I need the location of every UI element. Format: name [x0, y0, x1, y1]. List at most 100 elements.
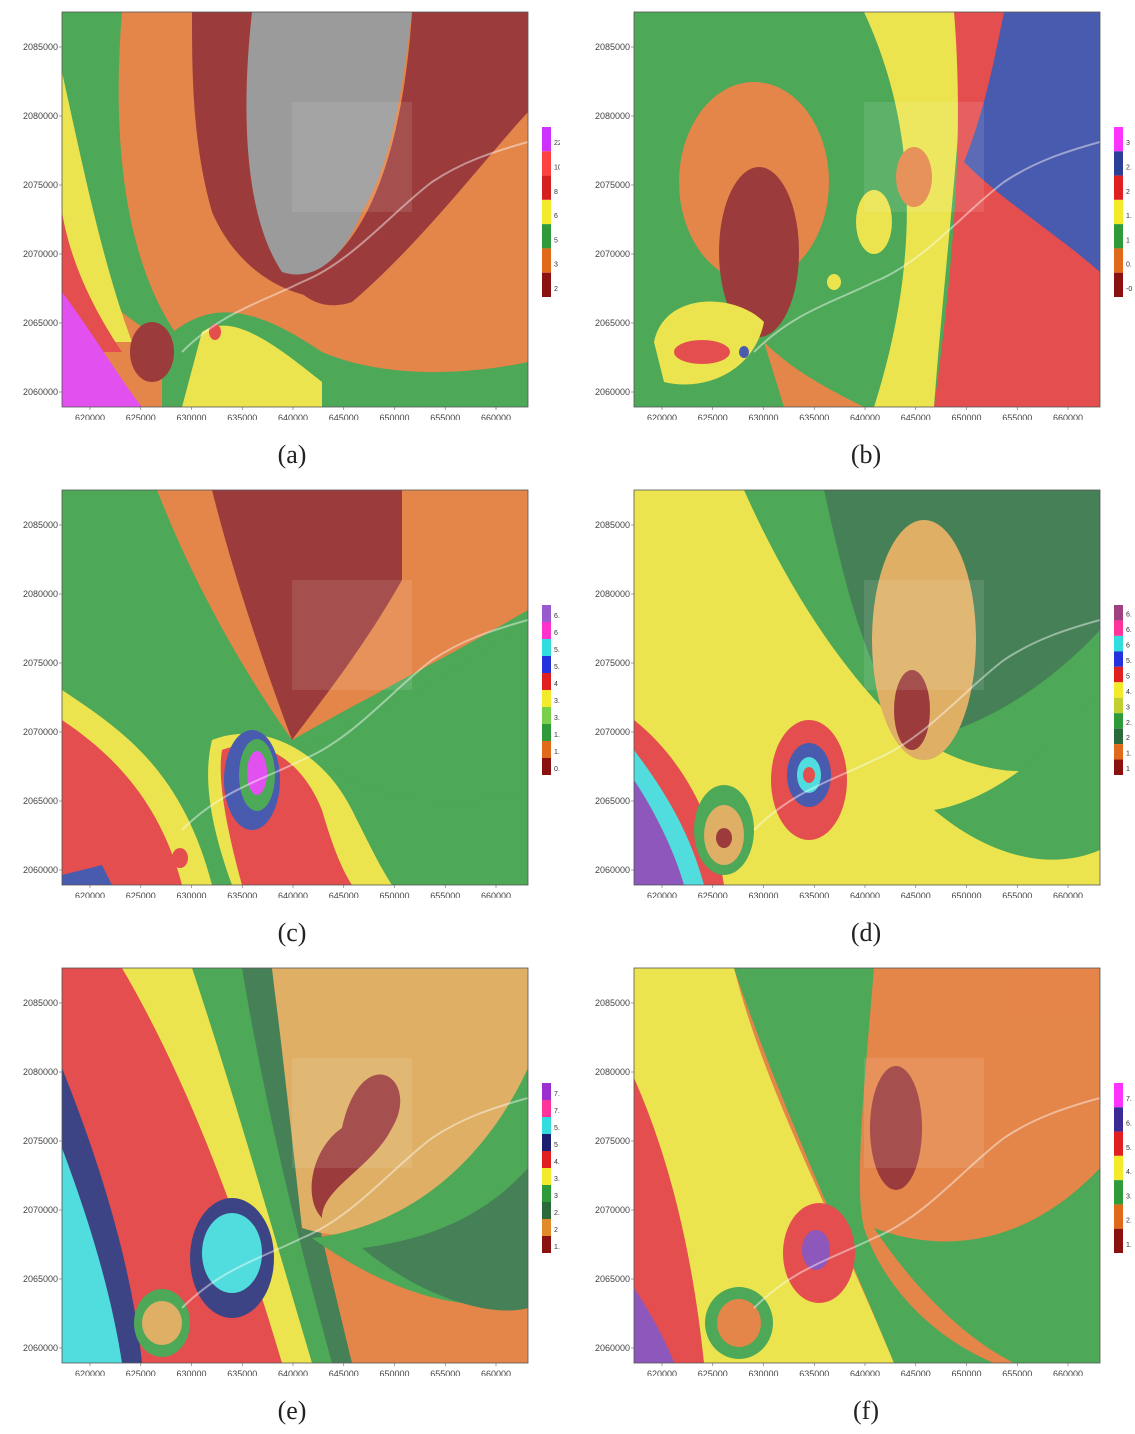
- imagery-tile: [864, 102, 984, 212]
- y-tick-label: 2075000: [595, 658, 630, 668]
- legend-label: 3.8: [554, 698, 560, 705]
- contour-zone: [172, 848, 188, 868]
- x-tick-label: 650000: [379, 891, 409, 898]
- y-tick-label: 2080000: [595, 589, 630, 599]
- x-tick-label: 630000: [176, 413, 206, 420]
- legend-colorbar: 3 2.5 2 1.5 1 0.5 -0.5: [1114, 127, 1132, 297]
- legend-label: 5: [554, 1142, 558, 1149]
- legend-label: 6: [554, 213, 558, 220]
- legend-swatch: [1114, 1204, 1123, 1229]
- legend-label: 1.5: [1126, 751, 1132, 758]
- legend-swatch: [1114, 199, 1123, 225]
- legend-swatch: [542, 199, 551, 225]
- x-tick-label: 620000: [75, 413, 105, 420]
- y-tick-label: 2060000: [595, 1343, 630, 1353]
- y-tick-label: 2075000: [23, 658, 58, 668]
- legend-label: 5.5: [1126, 1145, 1132, 1152]
- legend-swatch: [542, 639, 551, 656]
- legend-swatch: [542, 248, 551, 273]
- x-tick-label: 635000: [799, 1369, 829, 1376]
- x-tick-label: 630000: [176, 1369, 206, 1376]
- legend-label: 5.5: [1126, 658, 1132, 665]
- map-frame: [633, 967, 1101, 1364]
- x-tick-label: 655000: [1002, 413, 1032, 420]
- x-tick-label: 630000: [748, 413, 778, 420]
- legend-label: 1.6: [554, 749, 560, 756]
- legend-label: 7.5: [1126, 1096, 1132, 1103]
- legend-swatch: [542, 605, 551, 622]
- contour-zone: [716, 828, 732, 848]
- y-tick-label: 2060000: [595, 865, 630, 875]
- legend-swatch: [1114, 1228, 1123, 1253]
- contour-zone: [894, 670, 930, 750]
- imagery-tile: [292, 1058, 412, 1168]
- map-panel-f: 2085000 2080000 2075000 2070000 2065000 20600…: [572, 956, 1132, 1376]
- map-panel-c: 2085000 2080000 2075000 2070000 2065000 20600…: [0, 478, 560, 898]
- map-frame: [61, 489, 529, 886]
- x-tick-label: 640000: [850, 413, 880, 420]
- contour-zone: [292, 12, 528, 306]
- contour-zone: [62, 292, 142, 407]
- legend-swatch: [1114, 1180, 1123, 1205]
- x-tick-label: 640000: [850, 1369, 880, 1376]
- legend-swatch: [542, 758, 551, 775]
- contour-zone: [247, 751, 267, 795]
- map-frame: [633, 489, 1101, 886]
- caption-f: (f): [853, 1396, 879, 1425]
- contour-zones: [633, 967, 1101, 1364]
- map-panel-d: 2085000 2080000 2075000 2070000 2065000 20600…: [572, 478, 1132, 898]
- legend-label: 6.5: [1126, 627, 1132, 634]
- legend-swatch: [1114, 697, 1123, 714]
- legend-label: 6: [1126, 643, 1130, 650]
- y-tick-label: 2080000: [595, 111, 630, 121]
- legend-swatch: [1114, 605, 1123, 621]
- contour-zones: [633, 489, 1101, 886]
- legend-swatch: [1114, 744, 1123, 760]
- legend-swatch: [542, 224, 551, 249]
- coastline: [753, 619, 1100, 831]
- legend-swatch: [1114, 175, 1123, 200]
- caption-d: (d): [850, 918, 882, 947]
- x-tick-label: 635000: [227, 1369, 257, 1376]
- map-frame: [61, 967, 529, 1364]
- x-tick-label: 655000: [430, 891, 460, 898]
- x-tick-label: 655000: [1002, 891, 1032, 898]
- x-tick-label: 640000: [278, 891, 308, 898]
- x-tick-label: 645000: [329, 891, 359, 898]
- x-tick-label: 625000: [698, 413, 728, 420]
- y-tick-label: 2065000: [595, 1274, 630, 1284]
- contour-zone: [62, 865, 112, 885]
- contour-zone: [864, 12, 964, 407]
- x-tick-label: 630000: [748, 1369, 778, 1376]
- y-tick-label: 2075000: [595, 1136, 630, 1146]
- y-tick-label: 2065000: [595, 796, 630, 806]
- y-tick-label: 2085000: [595, 520, 630, 530]
- x-tick-label: 660000: [1053, 1369, 1083, 1376]
- contour-zone: [717, 1299, 761, 1347]
- legend-swatch: [542, 175, 551, 200]
- contour-zones: [61, 967, 529, 1364]
- y-tick-label: 2075000: [595, 180, 630, 190]
- contour-zone: [634, 1288, 674, 1363]
- legend-label: 4: [554, 681, 558, 688]
- x-tick-label: 660000: [1053, 413, 1083, 420]
- contour-zone: [192, 968, 342, 1363]
- contour-zone: [62, 1148, 122, 1363]
- legend-label: 5.4: [554, 664, 560, 671]
- map-svg: 2085000 2080000 2075000 2070000 2065000 20600…: [595, 489, 1132, 898]
- y-tick-label: 2060000: [23, 387, 58, 397]
- legend-swatch: [542, 1151, 551, 1168]
- contour-zone: [202, 1213, 262, 1293]
- map-svg: 2085000 2080000 2075000 2070000 2065000 20600…: [23, 967, 560, 1376]
- legend-swatch: [1114, 635, 1123, 652]
- legend-label: 5: [1126, 673, 1130, 680]
- legend-label: 2: [1126, 735, 1130, 742]
- y-tick-label: 2070000: [23, 1205, 58, 1215]
- y-tick-label: 2065000: [23, 1274, 58, 1284]
- legend-label: 3: [1126, 704, 1130, 711]
- legend-swatch: [542, 1185, 551, 1202]
- legend-label: 2.5: [1126, 1218, 1132, 1225]
- legend-label: 4.5: [1126, 1169, 1132, 1176]
- contour-zone: [674, 340, 730, 364]
- legend-label: 2.5: [1126, 165, 1132, 172]
